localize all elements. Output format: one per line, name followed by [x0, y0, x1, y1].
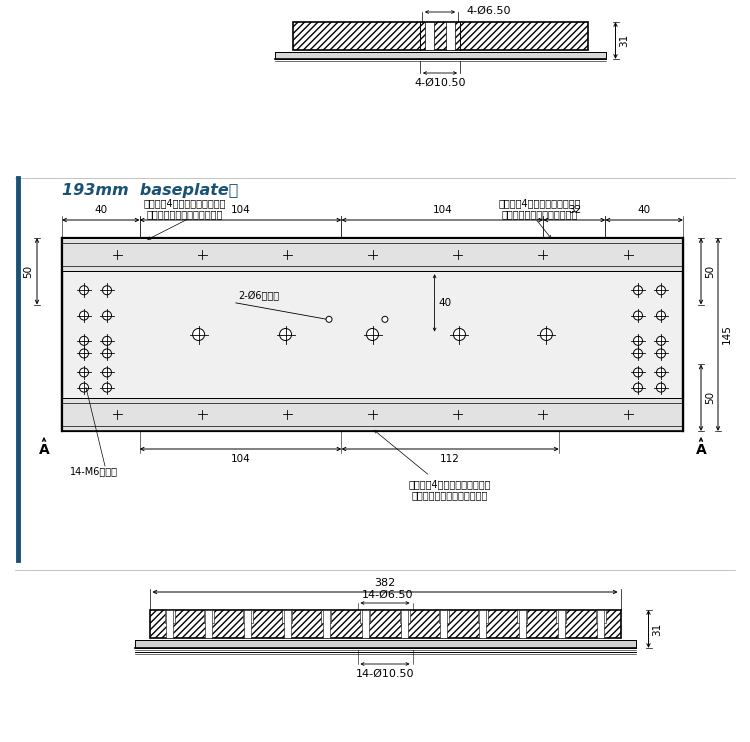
- Text: 不叠龙门可用作其他固定安装: 不叠龙门可用作其他固定安装: [147, 209, 224, 219]
- Bar: [274, 52, 605, 59]
- Text: 50: 50: [23, 265, 33, 278]
- Circle shape: [634, 311, 643, 320]
- Circle shape: [382, 316, 388, 322]
- Circle shape: [367, 329, 379, 341]
- Bar: [149, 610, 620, 638]
- Bar: [362, 610, 369, 638]
- Bar: [284, 610, 290, 638]
- Circle shape: [634, 368, 643, 377]
- Circle shape: [80, 336, 88, 345]
- Circle shape: [80, 286, 88, 295]
- Circle shape: [656, 311, 665, 320]
- Text: 31: 31: [652, 623, 662, 636]
- Text: A: A: [39, 443, 50, 457]
- Text: 4-Ø10.50: 4-Ø10.50: [414, 78, 466, 88]
- Circle shape: [656, 336, 665, 345]
- Text: 40: 40: [439, 298, 452, 308]
- Circle shape: [80, 383, 88, 392]
- Bar: [439, 610, 448, 623]
- Text: 50: 50: [705, 391, 715, 404]
- Bar: [446, 22, 455, 50]
- Circle shape: [656, 368, 665, 377]
- Circle shape: [280, 329, 292, 341]
- Bar: [62, 238, 683, 431]
- Bar: [479, 610, 487, 638]
- Circle shape: [454, 329, 466, 341]
- Text: 112: 112: [440, 454, 460, 464]
- Text: 14-Ø10.50: 14-Ø10.50: [356, 669, 414, 679]
- Circle shape: [634, 349, 643, 358]
- Bar: [400, 610, 410, 623]
- Text: 2-Ø6销钉孔: 2-Ø6销钉孔: [238, 291, 279, 301]
- Text: 不叠龙门可用作其他固定安装: 不叠龙门可用作其他固定安装: [502, 209, 578, 219]
- Text: 104: 104: [231, 205, 251, 215]
- Circle shape: [103, 349, 112, 358]
- Bar: [361, 610, 370, 623]
- Circle shape: [103, 368, 112, 377]
- Text: 此尺寸的4个沉头孔用来叠十字: 此尺寸的4个沉头孔用来叠十字: [409, 479, 491, 489]
- Text: 104: 104: [231, 454, 251, 464]
- Bar: [292, 22, 587, 50]
- Text: 193mm  baseplate：: 193mm baseplate：: [62, 183, 238, 198]
- Bar: [62, 398, 683, 431]
- Circle shape: [634, 286, 643, 295]
- Bar: [440, 610, 447, 638]
- Circle shape: [326, 316, 332, 322]
- Circle shape: [103, 286, 112, 295]
- Text: 4-Ø6.50: 4-Ø6.50: [466, 6, 511, 16]
- Text: 此尺寸的4个沉头孔用来叠龙门: 此尺寸的4个沉头孔用来叠龙门: [144, 198, 226, 208]
- Bar: [556, 610, 566, 623]
- Circle shape: [656, 286, 665, 295]
- Circle shape: [80, 368, 88, 377]
- Circle shape: [103, 311, 112, 320]
- Text: 不叠十字可用作其他固定安装: 不叠十字可用作其他固定安装: [412, 490, 488, 500]
- Text: 31: 31: [620, 34, 629, 47]
- Circle shape: [80, 349, 88, 358]
- Bar: [597, 610, 604, 638]
- Bar: [558, 610, 565, 638]
- Bar: [401, 610, 408, 638]
- Text: 此尺寸的4个沉头孔用来叠龙门: 此尺寸的4个沉头孔用来叠龙门: [499, 198, 581, 208]
- Bar: [134, 640, 635, 648]
- Circle shape: [103, 383, 112, 392]
- Bar: [204, 610, 214, 623]
- Bar: [321, 610, 332, 623]
- Text: 50: 50: [705, 265, 715, 278]
- Bar: [519, 610, 526, 638]
- Circle shape: [634, 336, 643, 345]
- Text: 145: 145: [722, 324, 732, 344]
- Text: 104: 104: [433, 205, 452, 215]
- Circle shape: [656, 349, 665, 358]
- Bar: [244, 610, 251, 638]
- Bar: [243, 610, 253, 623]
- Text: 14-Ø6.50: 14-Ø6.50: [362, 590, 414, 600]
- Bar: [322, 610, 330, 638]
- Circle shape: [634, 383, 643, 392]
- Bar: [282, 610, 292, 623]
- Circle shape: [541, 329, 553, 341]
- Bar: [62, 238, 683, 272]
- Text: 14-M6沉头孔: 14-M6沉头孔: [70, 466, 118, 476]
- Bar: [164, 610, 175, 623]
- Bar: [596, 610, 605, 623]
- Bar: [518, 610, 527, 623]
- Bar: [206, 610, 212, 638]
- Text: 40: 40: [94, 205, 107, 215]
- Text: 32: 32: [568, 205, 581, 215]
- Bar: [478, 610, 488, 623]
- Circle shape: [103, 336, 112, 345]
- Circle shape: [80, 311, 88, 320]
- Text: 40: 40: [638, 205, 651, 215]
- Circle shape: [193, 329, 205, 341]
- Bar: [166, 610, 173, 638]
- Text: 382: 382: [374, 578, 396, 588]
- Bar: [425, 22, 434, 50]
- Text: A: A: [696, 443, 706, 457]
- Circle shape: [656, 383, 665, 392]
